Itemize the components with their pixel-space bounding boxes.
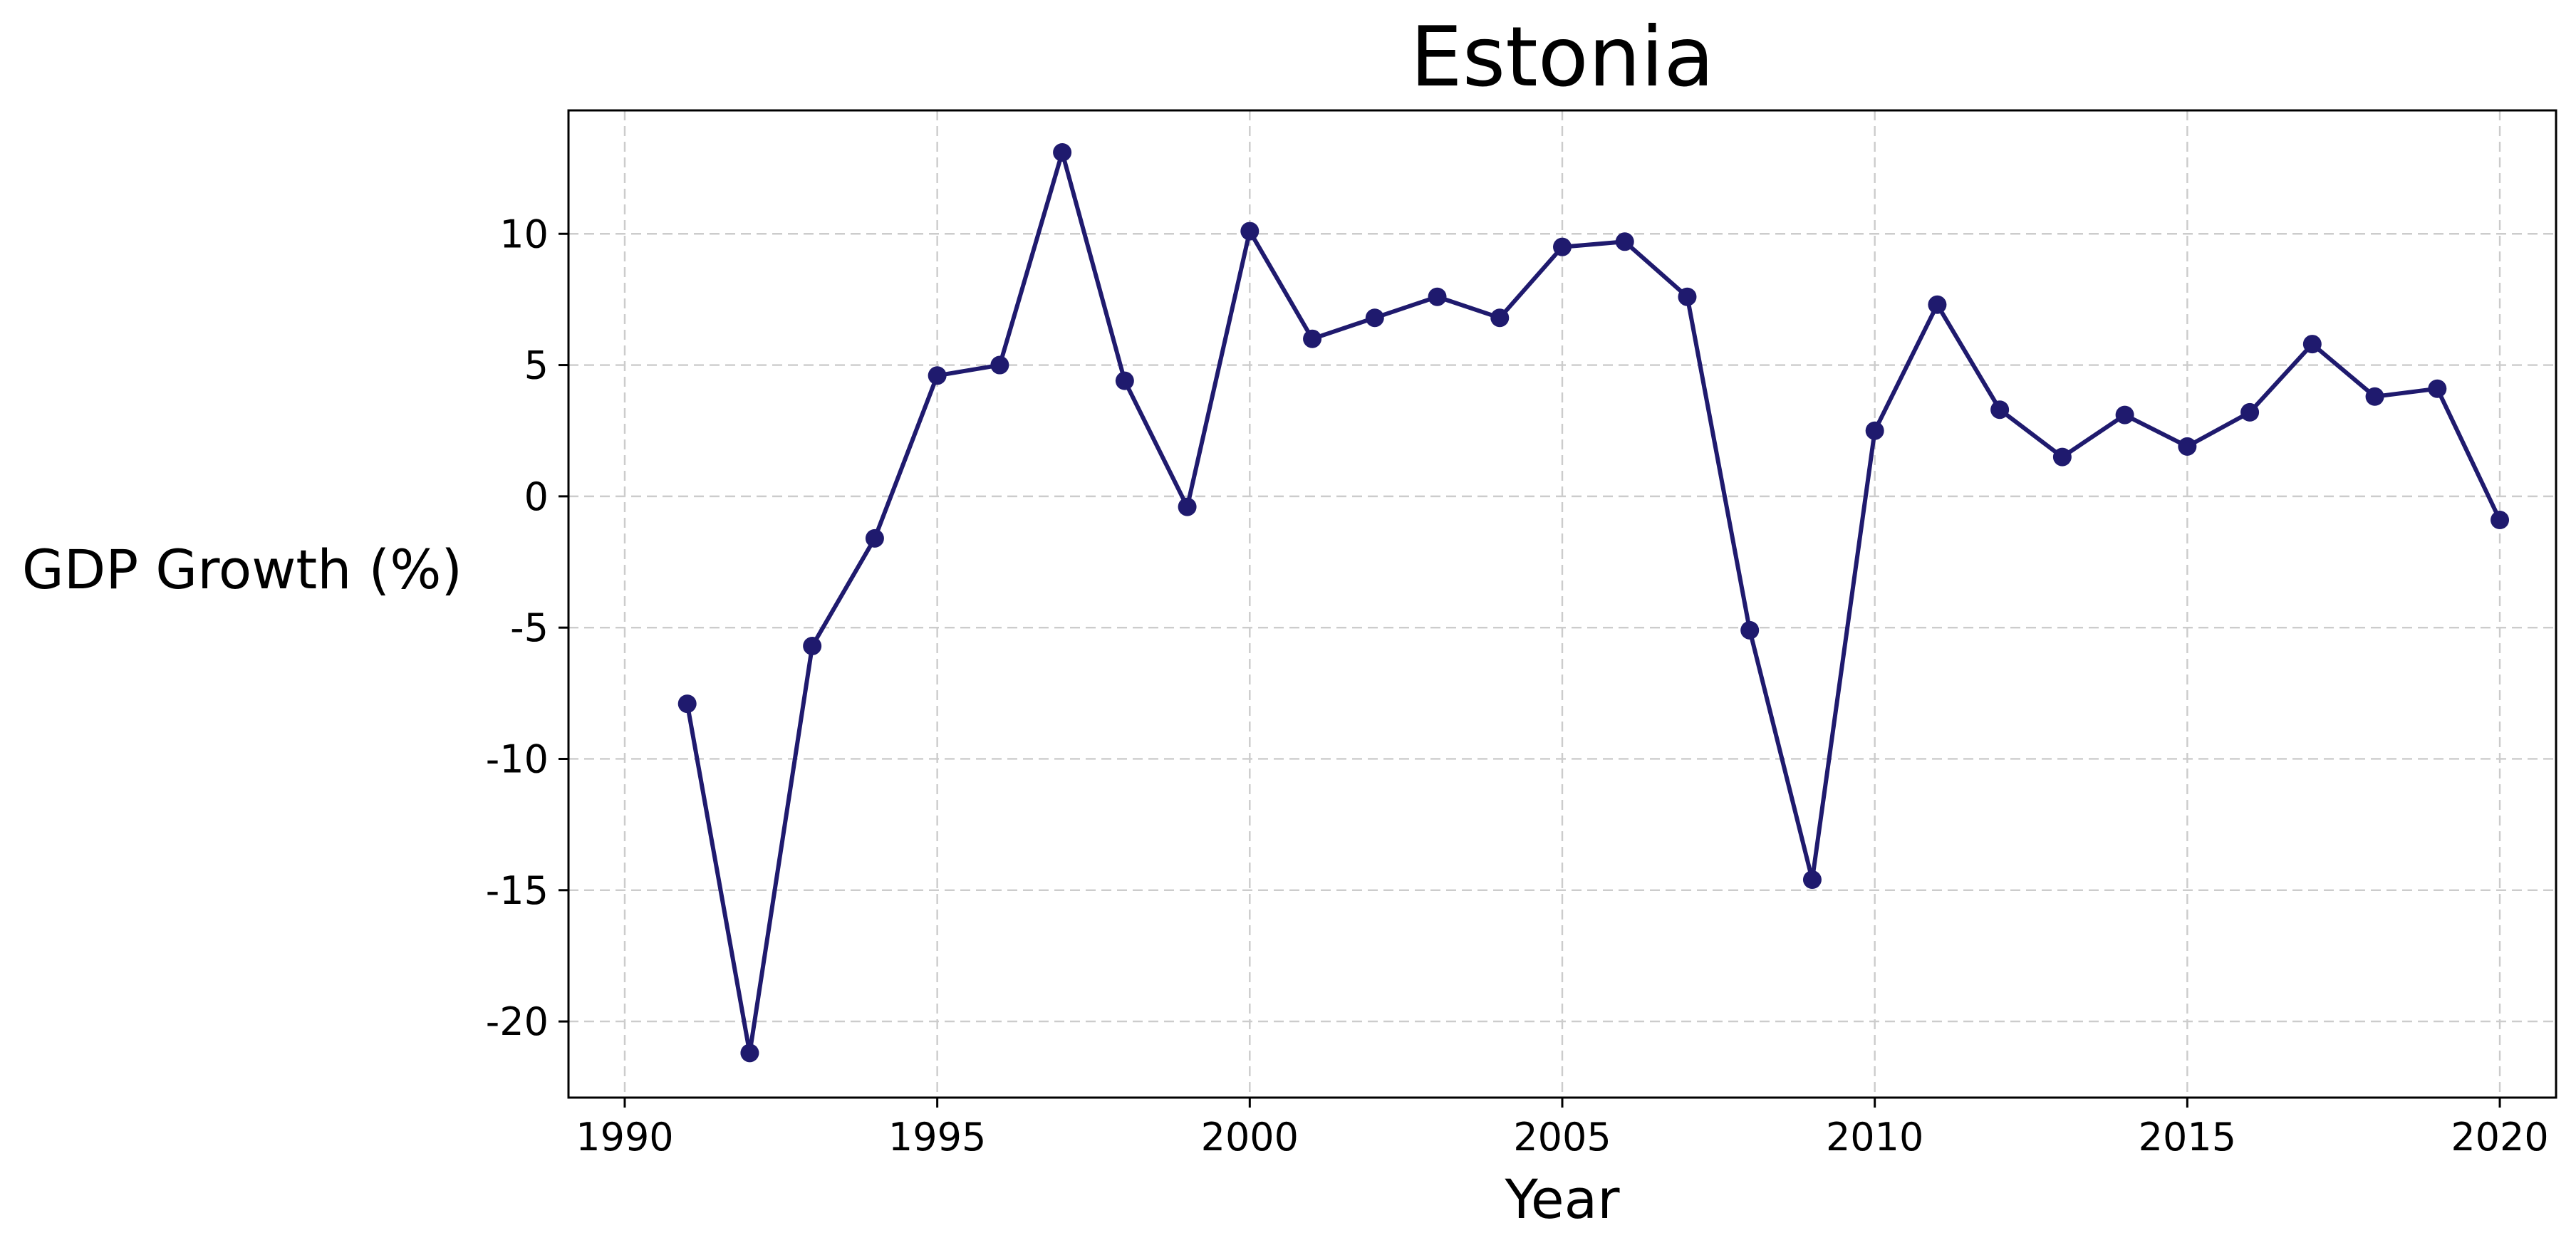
y-tick-label: -20: [486, 999, 549, 1044]
data-point: [2365, 387, 2384, 406]
y-tick-label: 0: [524, 474, 549, 519]
y-tick-label: -5: [510, 605, 549, 650]
data-point: [1240, 222, 1260, 241]
x-axis-ticks: 1990 1995 2000 2005 2010 2015 2020: [576, 1098, 2549, 1160]
y-tick-label: 10: [499, 212, 549, 256]
data-point: [1802, 870, 1822, 890]
data-point: [2428, 379, 2447, 398]
x-tick-label: 2020: [2451, 1115, 2548, 1160]
data-point: [1178, 497, 1197, 516]
data-point: [2178, 437, 2197, 456]
chart-title: Estonia: [1410, 9, 1714, 105]
data-point: [1990, 400, 2010, 420]
data-point: [1115, 371, 1134, 390]
series-line-layer: [685, 150, 2502, 1056]
data-point: [803, 636, 822, 655]
data-point: [928, 366, 947, 385]
y-tick-label: 5: [524, 343, 549, 388]
data-point: [2240, 402, 2260, 422]
data-points: [677, 142, 2510, 1063]
grid-lines: [568, 110, 2556, 1098]
data-point: [1865, 421, 1884, 440]
data-point: [1553, 237, 1572, 256]
data-point: [1928, 295, 1947, 314]
data-point: [2115, 405, 2134, 425]
data-point: [1740, 620, 1760, 640]
data-point: [1053, 142, 1072, 162]
y-tick-label: -10: [486, 736, 549, 781]
y-tick-label: -15: [486, 868, 549, 913]
data-point: [2302, 335, 2322, 354]
x-tick-label: 1995: [888, 1115, 986, 1160]
data-point: [1365, 308, 1384, 328]
y-axis-label: GDP Growth (%): [22, 538, 462, 601]
data-point: [2052, 447, 2072, 467]
x-tick-label: 2005: [1513, 1115, 1611, 1160]
x-axis-label: Year: [1505, 1167, 1621, 1231]
data-point: [740, 1043, 759, 1063]
x-tick-label: 2000: [1201, 1115, 1299, 1160]
data-point: [1303, 329, 1322, 348]
series-line: [685, 150, 2502, 1056]
data-point: [677, 694, 697, 714]
data-point: [1678, 287, 1697, 306]
data-point: [865, 528, 884, 548]
x-tick-label: 1990: [576, 1115, 673, 1160]
data-point: [1428, 287, 1447, 306]
y-axis-ticks: 10 5 0 -5 -10 -15 -20: [486, 212, 568, 1044]
x-tick-label: 2015: [2139, 1115, 2236, 1160]
data-point: [2491, 511, 2510, 530]
data-point: [990, 355, 1009, 375]
data-point: [1490, 308, 1510, 328]
x-tick-label: 2010: [1826, 1115, 1923, 1160]
data-point: [1615, 232, 1634, 251]
